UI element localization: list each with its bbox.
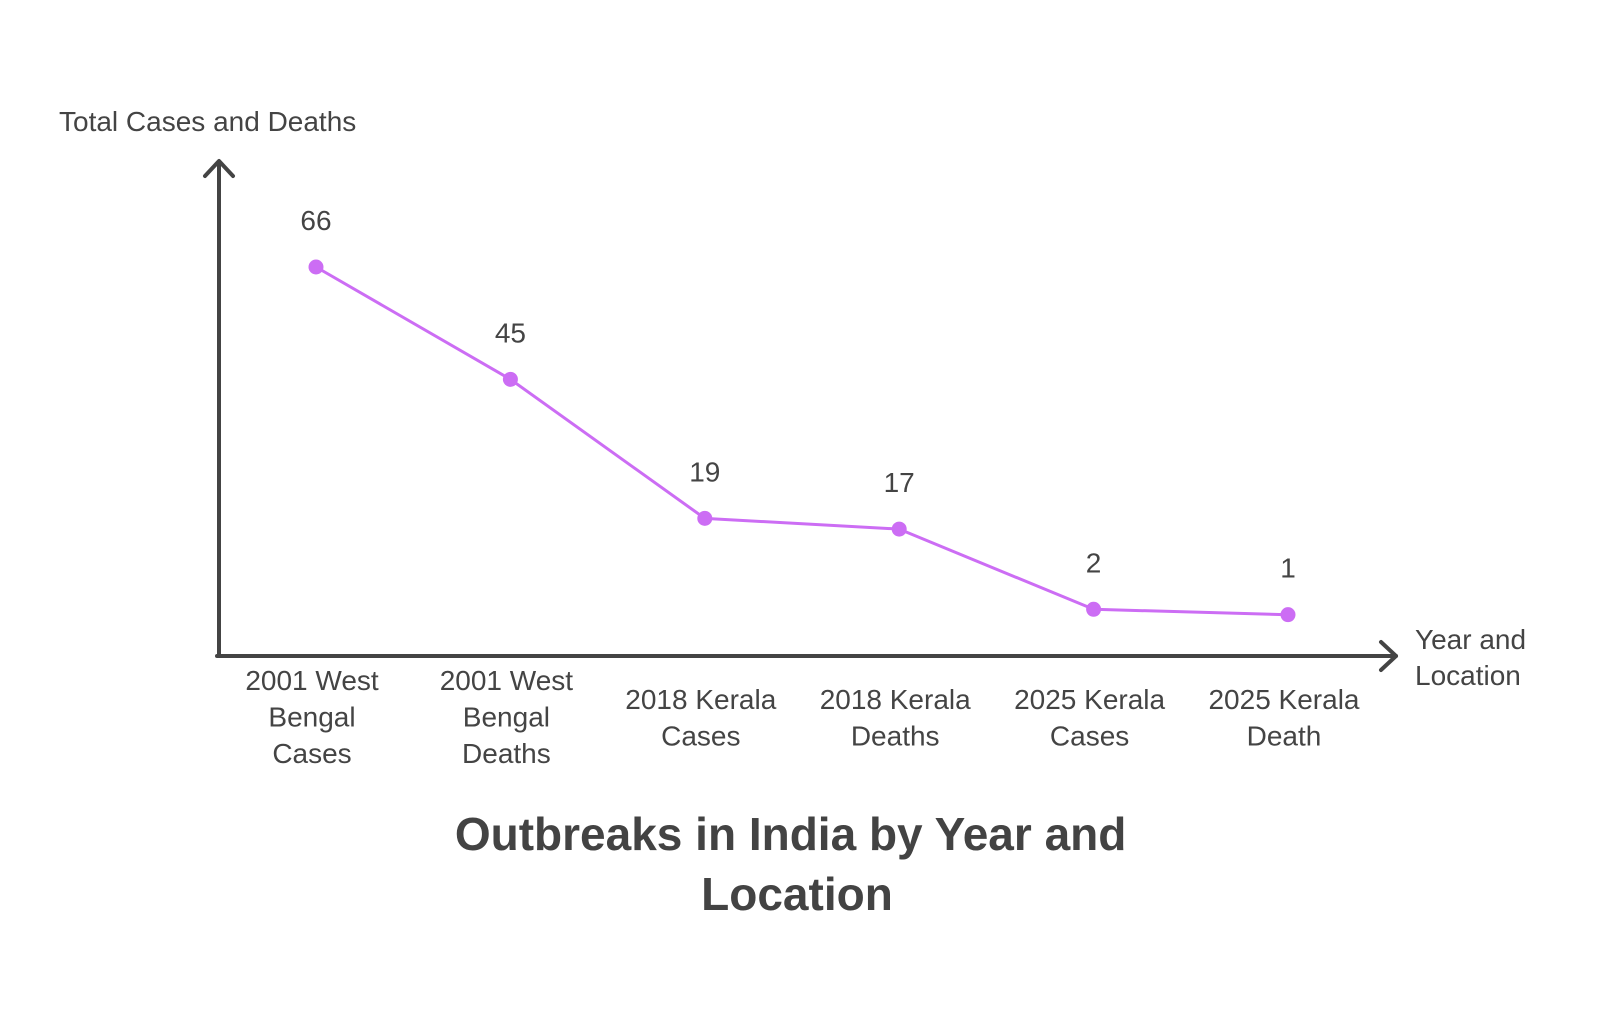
data-point-1 [502, 371, 518, 387]
data-label-2: 19 [689, 456, 720, 487]
axes [203, 159, 1398, 672]
data-point-5 [1280, 607, 1296, 623]
x-tick-label-4: 2025 Kerala Cases [1014, 684, 1165, 752]
series: 66 45 19 17 2 1 [300, 205, 1296, 623]
chart-title-line-2: Location [701, 868, 893, 920]
x-axis-label-line-2: Location [1415, 660, 1521, 691]
x-tick-label-0: 2001 West Bengal Cases [245, 665, 379, 769]
data-point-3 [891, 521, 907, 537]
data-label-3: 17 [884, 467, 915, 498]
y-axis-label: Total Cases and Deaths [59, 106, 356, 137]
x-axis-label-line-1: Year and [1415, 624, 1526, 655]
x-axis-arrow-icon [1379, 640, 1398, 672]
chart-title: Outbreaks in India by Year and Location [455, 808, 1139, 920]
data-label-4: 2 [1086, 547, 1102, 578]
series-line [315, 265, 1289, 617]
data-point-4 [1086, 601, 1102, 617]
x-tick-labels: 2001 West Bengal Cases 2001 West Bengal Death… [245, 665, 1360, 769]
x-tick-label-1: 2001 West Bengal Deaths [440, 665, 574, 769]
y-axis-arrow-icon [203, 159, 235, 178]
data-label-1: 45 [495, 317, 526, 348]
data-point-0 [308, 259, 324, 275]
x-tick-label-2: 2018 Kerala Cases [625, 684, 776, 752]
data-point-2 [697, 510, 713, 526]
chart-title-line-1: Outbreaks in India by Year and [455, 808, 1127, 860]
data-label-0: 66 [300, 205, 331, 236]
x-axis-label: Year and Location [1415, 624, 1534, 691]
data-label-5: 1 [1280, 553, 1296, 584]
x-tick-label-5: 2025 Kerala Death [1208, 684, 1359, 752]
x-tick-label-3: 2018 Kerala Deaths [820, 684, 971, 752]
